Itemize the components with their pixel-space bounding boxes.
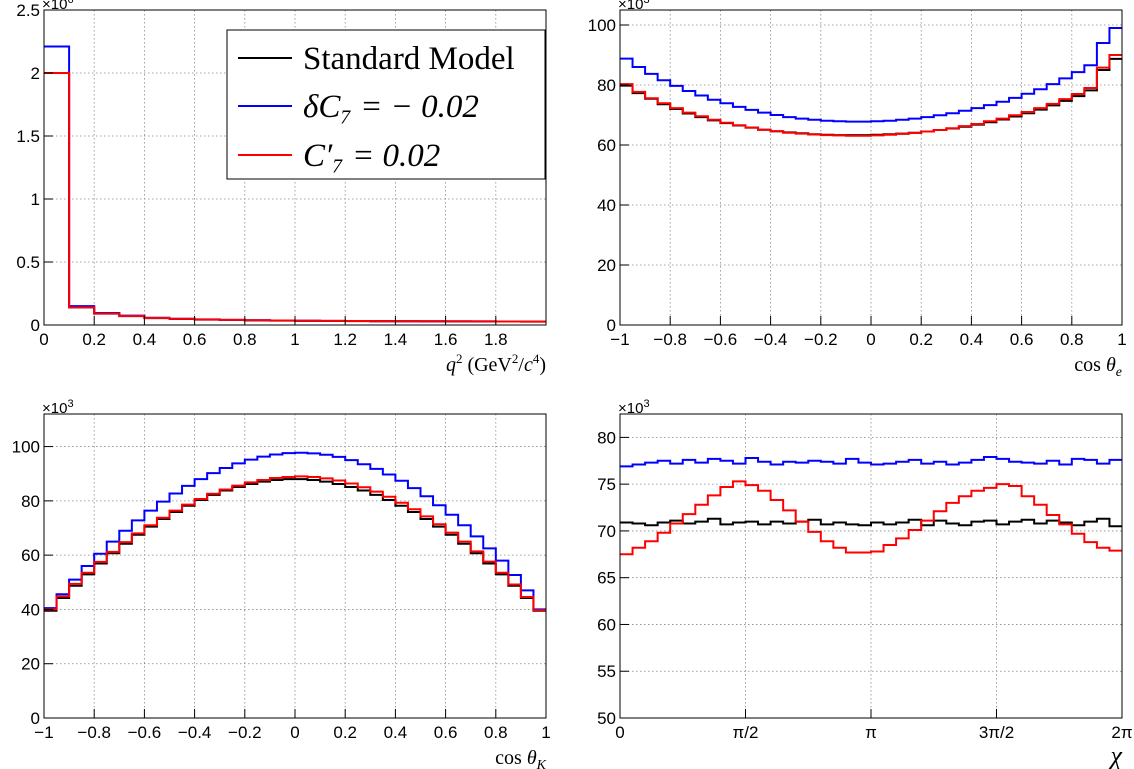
legend-label-2: C′₇ = 0.02 [303, 138, 440, 174]
y-tick-label: 65 [597, 569, 616, 588]
y-tick-label: 80 [597, 428, 616, 447]
grid [44, 414, 546, 718]
x-tick-label: 0 [615, 723, 624, 742]
x-tick-label: 0 [39, 330, 48, 349]
y-tick-label: 20 [597, 256, 616, 275]
x-tick-label: 0.6 [434, 723, 458, 742]
x-tick-label: 1.6 [434, 330, 458, 349]
x-tick-label: 0.2 [82, 330, 106, 349]
x-tick-label: 1.2 [333, 330, 357, 349]
y-tick-label: 1 [31, 190, 40, 209]
x-tick-label: 0.2 [333, 723, 357, 742]
panel-top-left: 0 0.2 0.4 0.6 0.8 1 1.2 1.4 1.6 1.8 0 0.5 1 1.5 2 2.5 ×1… [16, 0, 547, 376]
x-tick-label: 2π [1111, 723, 1132, 742]
y-tick-label: 0 [31, 709, 40, 728]
x-tick-label: 1.8 [484, 330, 508, 349]
x-axis-label: q2 (GeV2/c4) [446, 351, 546, 376]
series-line-2 [44, 475, 546, 612]
x-tick-label: −0.8 [653, 330, 687, 349]
axis-ticks: −1 −0.8 −0.6 −0.4 −0.2 0 0.2 0.4 0.6 0.8 1 0 20 40 60 8… [588, 16, 1127, 349]
legend: Standard Model δC₇ = − 0.02 C′₇ = 0.02 [226, 29, 546, 180]
x-tick-label: 0.4 [960, 330, 984, 349]
y-tick-label: 80 [21, 492, 40, 511]
series-line-1 [620, 27, 1122, 123]
x-tick-label: −0.2 [228, 723, 262, 742]
x-tick-label: 0 [866, 330, 875, 349]
y-tick-label: 70 [597, 522, 616, 541]
y-tick-label: 2 [31, 64, 40, 83]
y-multiplier: ×103 [618, 0, 650, 13]
y-tick-label: 60 [21, 546, 40, 565]
x-tick-label: 0.2 [909, 330, 933, 349]
axis-ticks: 0 0.2 0.4 0.6 0.8 1 1.2 1.4 1.6 1.8 0 0.5 1 1.5 2 2.5 [16, 1, 507, 349]
panel-top-right: −1 −0.8 −0.6 −0.4 −0.2 0 0.2 0.4 0.6 0.8 1 0 20 40 60 8… [588, 0, 1127, 380]
x-tick-label: 1.4 [384, 330, 408, 349]
x-tick-label: 0.4 [133, 330, 157, 349]
x-tick-label: −0.8 [77, 723, 111, 742]
legend-label-1: δC₇ = − 0.02 [303, 89, 479, 125]
x-tick-label: −1 [34, 723, 53, 742]
y-multiplier: ×103 [618, 398, 650, 417]
x-tick-label: 0.8 [1060, 330, 1084, 349]
x-tick-label: 1 [541, 723, 550, 742]
y-tick-label: 60 [597, 136, 616, 155]
y-tick-label: 0 [607, 316, 616, 335]
x-tick-label: −0.6 [704, 330, 738, 349]
y-tick-label: 2.5 [16, 1, 40, 20]
series-line-0 [44, 478, 546, 612]
y-tick-label: 60 [597, 615, 616, 634]
panel-bottom-right: 0 π/2 π 3π/2 2π 50 55 60 65 70 75 80×103 χ [597, 398, 1133, 769]
x-tick-label: −0.4 [754, 330, 788, 349]
axis-ticks: 0 π/2 π 3π/2 2π 50 55 60 65 70 75 80 [597, 428, 1133, 742]
y-multiplier: ×103 [42, 398, 74, 417]
panel-bottom-left: −1 −0.8 −0.6 −0.4 −0.2 0 0.2 0.4 0.6 0.8 1 0 20 40 60 8… [12, 398, 551, 769]
y-tick-label: 55 [597, 662, 616, 681]
x-tick-label: 0.8 [233, 330, 257, 349]
x-tick-label: π [865, 723, 877, 742]
series-line-0 [620, 517, 1122, 528]
axis-ticks: −1 −0.8 −0.6 −0.4 −0.2 0 0.2 0.4 0.6 0.8 1 0 20 40 60 8… [12, 438, 551, 742]
y-tick-label: 40 [597, 196, 616, 215]
y-tick-label: 100 [588, 16, 616, 35]
y-tick-label: 50 [597, 709, 616, 728]
x-tick-label: 0.6 [1010, 330, 1034, 349]
x-tick-label: 0.8 [484, 723, 508, 742]
x-tick-label: 0.6 [183, 330, 207, 349]
series-line-2 [620, 480, 1122, 556]
x-tick-label: −1 [610, 330, 629, 349]
y-tick-label: 75 [597, 475, 616, 494]
series-line-1 [44, 451, 546, 611]
x-tick-label: 1 [290, 330, 299, 349]
series-line-1 [620, 456, 1122, 468]
x-axis-label: cos θe [1074, 354, 1122, 380]
y-tick-label: 1.5 [16, 127, 40, 146]
x-tick-label: −0.2 [804, 330, 838, 349]
x-tick-label: 0 [290, 723, 299, 742]
x-tick-label: −0.4 [178, 723, 212, 742]
y-tick-label: 40 [21, 600, 40, 619]
grid [620, 10, 1122, 325]
y-tick-label: 100 [12, 438, 40, 457]
x-axis-label: cos θK [495, 747, 547, 769]
x-tick-label: −0.6 [128, 723, 162, 742]
legend-label-0: Standard Model [303, 41, 515, 77]
x-tick-label: 1 [1117, 330, 1126, 349]
series-line-2 [620, 54, 1122, 137]
y-tick-label: 80 [597, 76, 616, 95]
x-tick-label: π/2 [733, 723, 759, 742]
grid [620, 414, 1122, 718]
x-tick-label: 3π/2 [979, 723, 1014, 742]
y-tick-label: 0.5 [16, 253, 40, 272]
x-tick-label: 0.4 [384, 723, 408, 742]
y-multiplier: ×106 [42, 0, 74, 13]
y-tick-label: 0 [31, 316, 40, 335]
x-axis-label: χ [1108, 741, 1123, 769]
y-tick-label: 20 [21, 655, 40, 674]
